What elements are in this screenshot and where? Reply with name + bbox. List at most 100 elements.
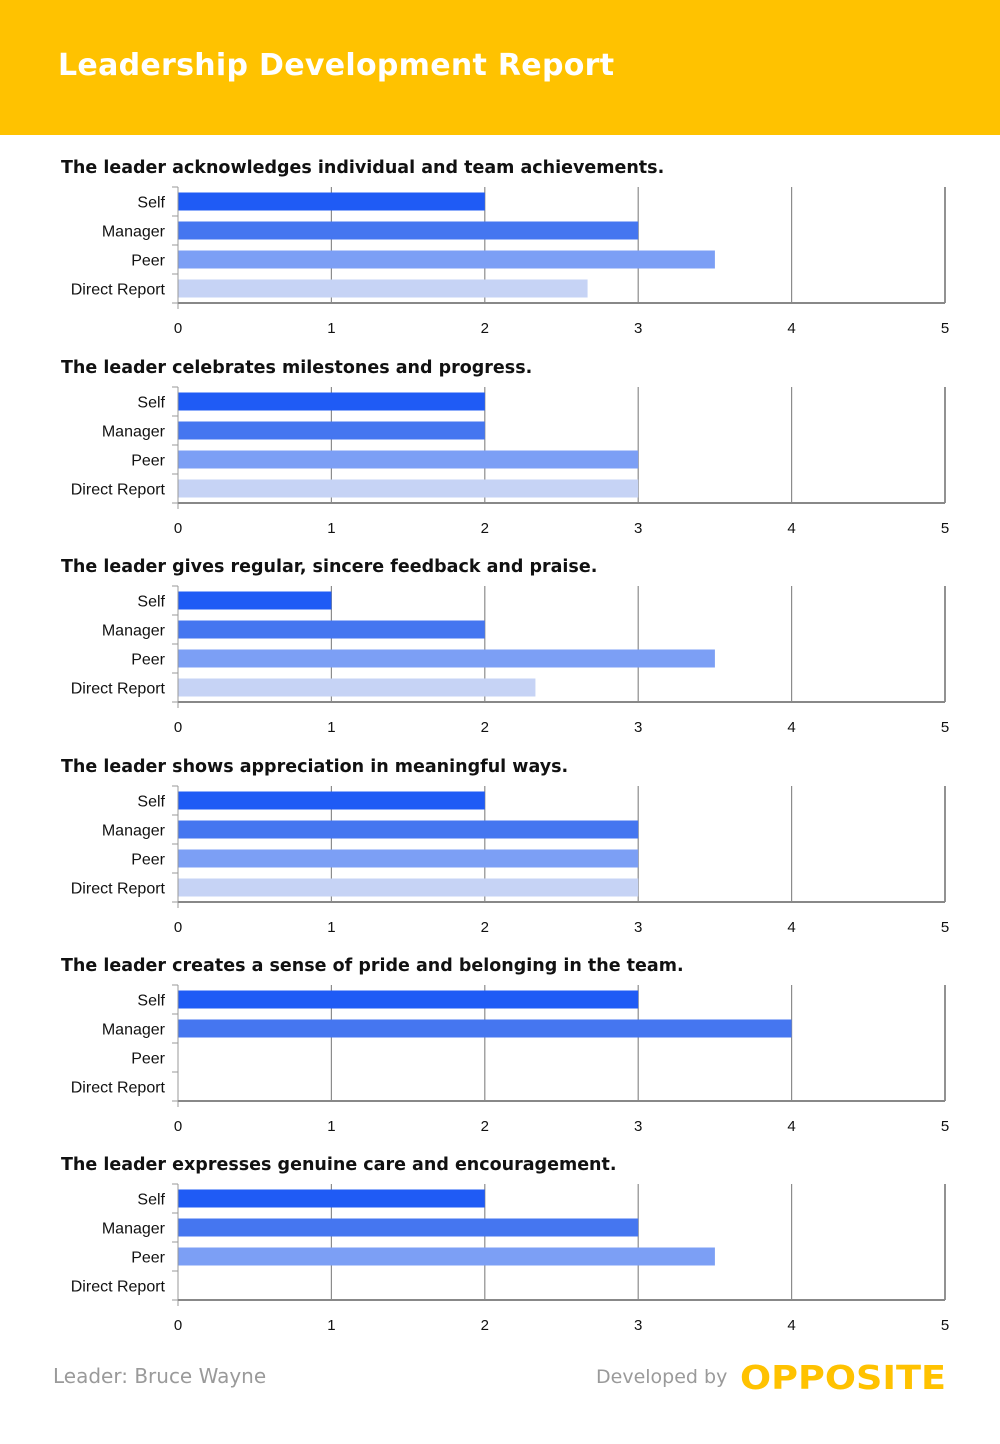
x-tick-label: 5 <box>941 1317 949 1334</box>
chart-title: The leader shows appreciation in meaning… <box>61 757 569 777</box>
x-tick-label: 2 <box>481 919 489 936</box>
x-tick-label: 4 <box>787 719 795 736</box>
x-tick-label: 4 <box>787 919 795 936</box>
chart-title: The leader creates a sense of pride and … <box>61 956 684 976</box>
x-tick-label: 3 <box>634 919 642 936</box>
x-tick-label: 3 <box>634 719 642 736</box>
x-tick-label: 3 <box>634 320 642 337</box>
bar-manager <box>178 1218 639 1237</box>
x-tick-label: 3 <box>634 1118 642 1135</box>
category-label: Self <box>137 395 165 412</box>
category-label: Self <box>137 794 165 811</box>
bar-self <box>178 591 332 610</box>
bar-manager <box>178 421 485 440</box>
chart-title: The leader acknowledges individual and t… <box>61 158 665 178</box>
bar-peer <box>178 849 639 868</box>
category-label: Peer <box>131 253 165 270</box>
category-label: Manager <box>102 424 166 441</box>
category-label: Direct Report <box>71 282 166 299</box>
bar-peer <box>178 649 715 668</box>
category-label: Peer <box>131 1051 165 1068</box>
category-label: Manager <box>102 224 166 241</box>
chart-title: The leader celebrates milestones and pro… <box>61 358 533 378</box>
brand-logo-text: OPPOSITE <box>740 1358 946 1396</box>
x-tick-label: 4 <box>787 520 795 537</box>
bar-manager <box>178 620 485 639</box>
chart-plot: Self Manager Peer Direct Report 0 1 2 3 4 5 <box>71 386 949 537</box>
chart-1: The leader acknowledges individual and t… <box>0 158 1000 353</box>
chart-3: The leader gives regular, sincere feedba… <box>0 557 1000 752</box>
bar-self <box>178 192 485 211</box>
category-label: Peer <box>131 453 165 470</box>
chart-title: The leader gives regular, sincere feedba… <box>61 557 598 577</box>
x-tick-label: 0 <box>174 719 182 736</box>
x-tick-label: 2 <box>481 520 489 537</box>
bar-self <box>178 990 639 1009</box>
category-label: Direct Report <box>71 681 166 698</box>
category-label: Manager <box>102 1022 166 1039</box>
bar-direct-report <box>178 479 639 498</box>
x-tick-label: 4 <box>787 320 795 337</box>
x-tick-label: 2 <box>481 1118 489 1135</box>
category-label: Manager <box>102 623 166 640</box>
x-tick-label: 2 <box>481 719 489 736</box>
x-tick-label: 4 <box>787 1118 795 1135</box>
x-tick-label: 2 <box>481 320 489 337</box>
x-tick-label: 0 <box>174 1317 182 1334</box>
x-tick-label: 0 <box>174 320 182 337</box>
chart-5: The leader creates a sense of pride and … <box>0 956 1000 1151</box>
chart-2: The leader celebrates milestones and pro… <box>0 358 1000 553</box>
x-tick-label: 1 <box>327 520 335 537</box>
chart-title: The leader expresses genuine care and en… <box>61 1155 617 1175</box>
x-tick-label: 0 <box>174 919 182 936</box>
chart-plot: Self Manager Peer Direct Report 0 1 2 3 4 5 <box>71 1183 949 1334</box>
category-label: Manager <box>102 1221 166 1238</box>
x-tick-label: 3 <box>634 520 642 537</box>
x-tick-label: 5 <box>941 520 949 537</box>
category-label: Self <box>137 993 165 1010</box>
category-label: Peer <box>131 1250 165 1267</box>
category-label: Manager <box>102 823 166 840</box>
report-header: Leadership Development Report <box>0 0 1000 135</box>
x-tick-label: 1 <box>327 1118 335 1135</box>
developed-by-label: Developed by <box>596 1366 728 1388</box>
category-label: Peer <box>131 652 165 669</box>
category-label: Self <box>137 1192 165 1209</box>
bar-self <box>178 1189 485 1208</box>
bar-peer <box>178 450 639 469</box>
x-tick-label: 5 <box>941 719 949 736</box>
x-tick-label: 0 <box>174 1118 182 1135</box>
category-label: Direct Report <box>71 881 166 898</box>
x-tick-label: 1 <box>327 320 335 337</box>
x-tick-label: 1 <box>327 919 335 936</box>
category-label: Direct Report <box>71 482 166 499</box>
bar-peer <box>178 250 715 269</box>
x-tick-label: 1 <box>327 1317 335 1334</box>
category-label: Self <box>137 594 165 611</box>
category-label: Direct Report <box>71 1279 166 1296</box>
chart-plot: Self Manager Peer Direct Report 0 1 2 3 4 5 <box>71 186 949 337</box>
x-tick-label: 5 <box>941 320 949 337</box>
report-title: Leadership Development Report <box>58 48 615 83</box>
x-tick-label: 4 <box>787 1317 795 1334</box>
bar-manager <box>178 221 639 240</box>
bar-direct-report <box>178 878 639 897</box>
brand-logo: OPPOSITE <box>740 1358 946 1396</box>
bar-manager <box>178 820 639 839</box>
bar-peer <box>178 1247 715 1266</box>
chart-6: The leader expresses genuine care and en… <box>0 1155 1000 1350</box>
category-label: Peer <box>131 852 165 869</box>
bar-direct-report <box>178 678 536 697</box>
category-label: Self <box>137 195 165 212</box>
chart-plot: Self Manager Peer Direct Report 0 1 2 3 4 5 <box>71 785 949 936</box>
leader-name: Leader: Bruce Wayne <box>53 1364 267 1388</box>
chart-plot: Self Manager Peer Direct Report 0 1 2 3 4 5 <box>71 585 949 736</box>
x-tick-label: 1 <box>327 719 335 736</box>
chart-plot: Self Manager Peer Direct Report 0 1 2 3 4 5 <box>71 984 949 1135</box>
bar-self <box>178 791 485 810</box>
category-label: Direct Report <box>71 1080 166 1097</box>
x-tick-label: 5 <box>941 919 949 936</box>
x-tick-label: 2 <box>481 1317 489 1334</box>
bar-self <box>178 392 485 411</box>
chart-4: The leader shows appreciation in meaning… <box>0 757 1000 952</box>
